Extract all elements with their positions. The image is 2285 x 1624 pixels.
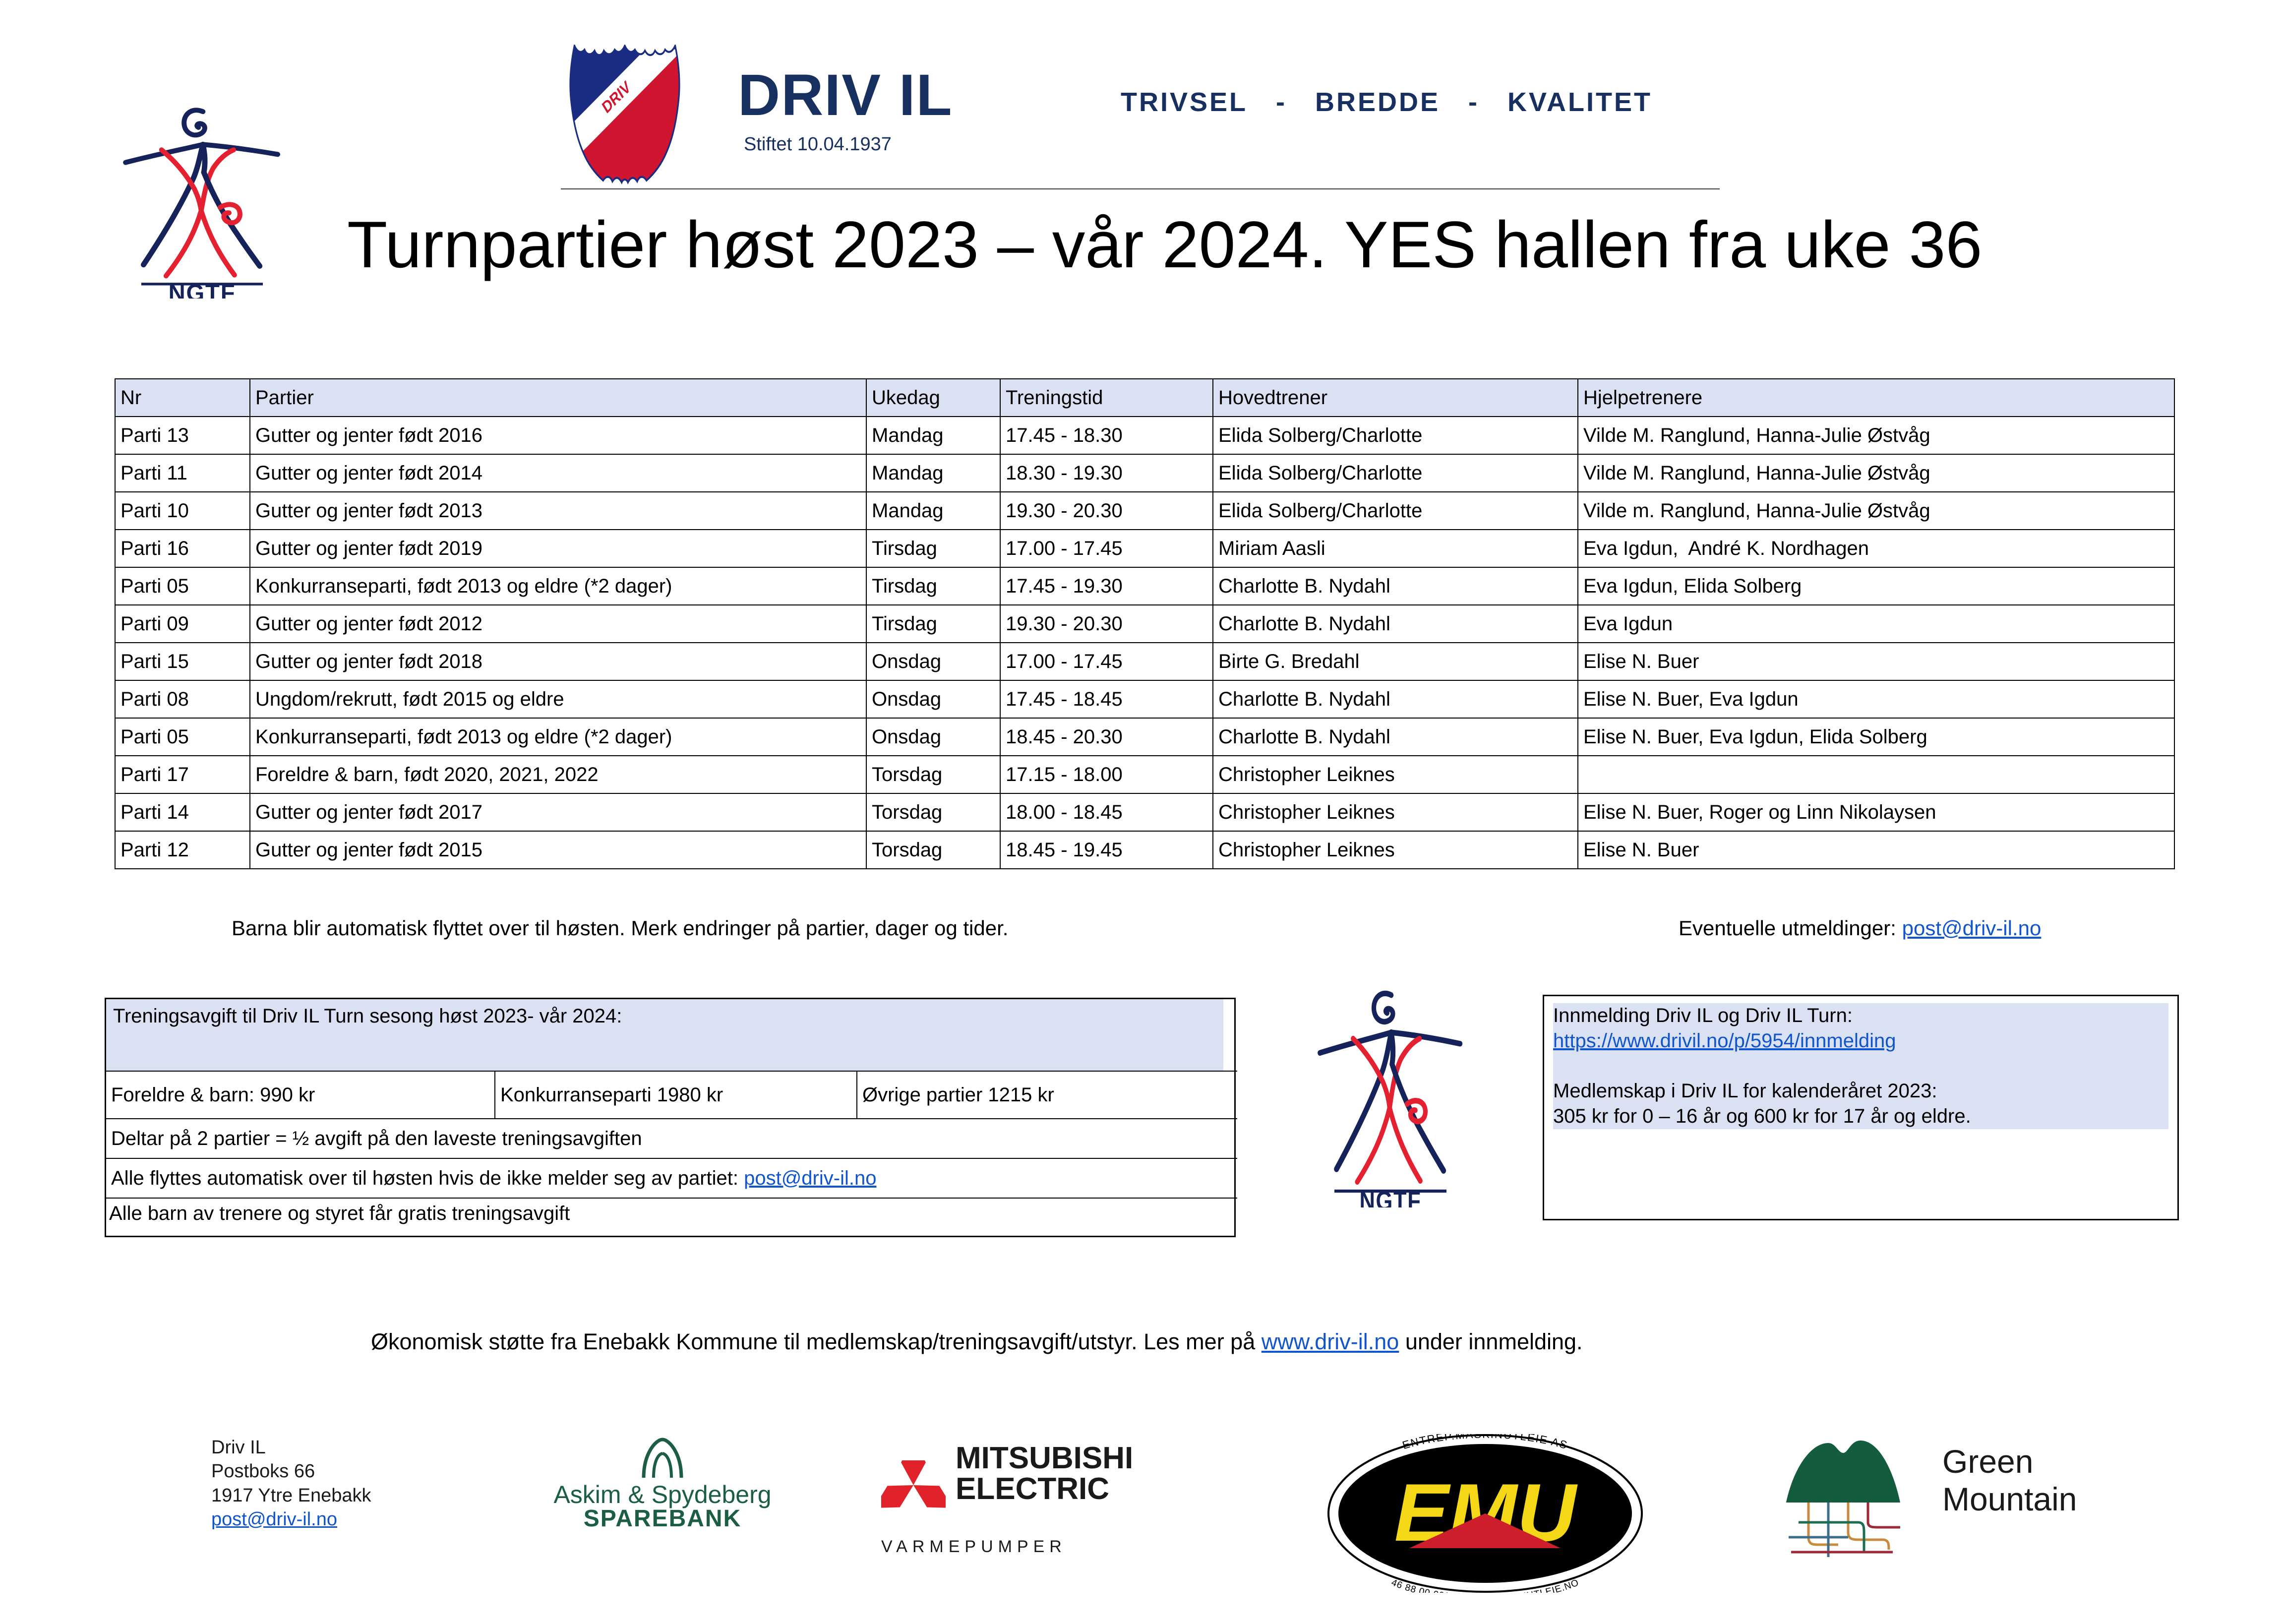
svg-text:NGTF: NGTF bbox=[169, 280, 236, 299]
svg-text:NGTF: NGTF bbox=[1359, 1187, 1421, 1207]
